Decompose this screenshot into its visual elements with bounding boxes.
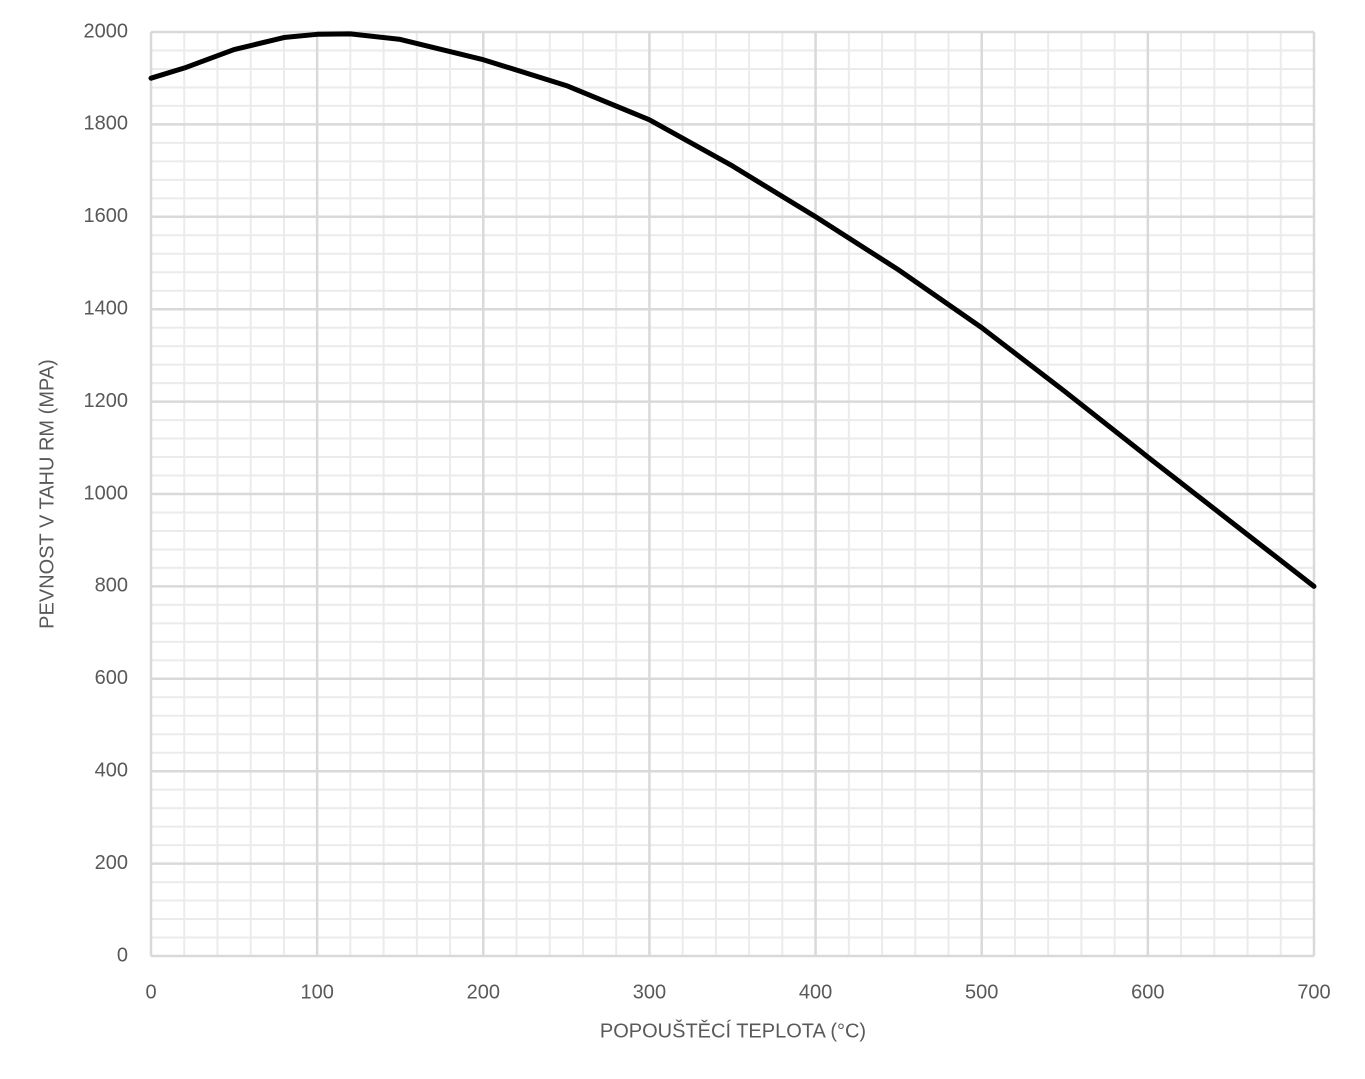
x-tick-label: 200 — [467, 981, 500, 1003]
y-tick-label: 1800 — [84, 113, 129, 135]
y-tick-label: 800 — [95, 575, 128, 597]
x-tick-label: 0 — [145, 981, 156, 1003]
y-tick-label: 1600 — [84, 205, 129, 227]
y-axis-title: PEVNOST V TAHU RM (MPA) — [36, 359, 58, 629]
y-tick-label: 600 — [95, 667, 128, 689]
y-tick-label: 1400 — [84, 297, 129, 319]
x-tick-label: 300 — [633, 981, 666, 1003]
x-axis-title: POPOUŠTĚCÍ TEPLOTA (°C) — [600, 1019, 866, 1042]
x-tick-label: 400 — [799, 981, 832, 1003]
y-tick-label: 400 — [95, 759, 128, 781]
y-tick-label: 200 — [95, 852, 128, 874]
x-tick-label: 700 — [1297, 981, 1330, 1003]
x-tick-label: 100 — [300, 981, 333, 1003]
x-tick-label: 500 — [965, 981, 998, 1003]
y-tick-label: 1000 — [84, 482, 129, 504]
y-tick-label: 0 — [117, 944, 128, 966]
y-tick-label: 2000 — [84, 20, 129, 42]
y-tick-label: 1200 — [84, 390, 129, 412]
x-tick-label: 600 — [1131, 981, 1164, 1003]
data-line — [148, 31, 1317, 589]
